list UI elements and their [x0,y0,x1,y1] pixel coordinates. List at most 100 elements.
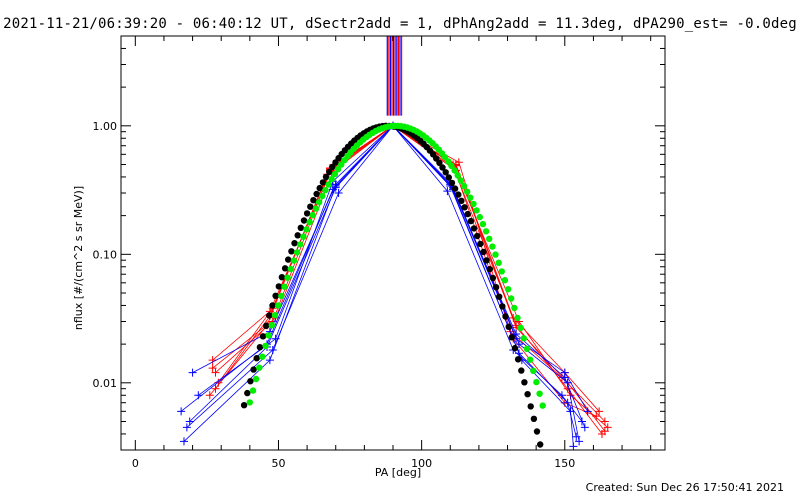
fit-point [498,268,505,275]
x-tick-label: 150 [554,457,575,470]
fit-point [483,257,490,264]
series-4 [208,121,601,421]
fit-point [539,402,546,409]
fit-point [473,207,480,214]
fit-point [247,378,254,385]
fit-point [474,232,481,240]
fit-point [307,203,314,210]
fit-point [244,389,251,397]
fit-point [319,192,326,200]
data-point [569,442,578,450]
axes: 0 50 100 150 0.01 0.10 1.00 [93,35,666,470]
x-tick-label: 0 [132,457,139,470]
fit-point [246,399,253,406]
fit-point [451,185,459,192]
fit-point [508,295,515,302]
fit-point [521,379,528,386]
series-line [215,125,600,412]
fit-point [287,265,294,273]
fit-point [263,322,270,329]
data-point [208,364,217,373]
fit-point [448,162,455,169]
fit-point [533,428,541,435]
fit-point [300,217,308,224]
data-point [188,368,197,377]
data-point [334,189,343,198]
fit-point [439,164,446,171]
fit-point [520,335,527,342]
fit-point [294,232,301,239]
fit-point [322,173,330,181]
fit-point [281,283,288,290]
fit-point [268,322,276,329]
fit-point [275,302,282,309]
fit-point [240,402,248,409]
fit-point [480,248,487,256]
series-line [212,125,597,417]
series-1 [208,121,607,438]
fit-point [467,217,475,225]
created-timestamp: Created: Sun Dec 26 17:50:41 2021 [585,481,784,494]
fit-point [511,344,519,352]
series-3 [214,121,612,432]
fit-point [524,391,531,398]
data-point [211,384,220,393]
fit-point [445,174,452,181]
data-point [211,368,220,377]
fit-point [470,225,478,232]
series-line [209,125,606,422]
fit-point [508,334,515,341]
fit-point [297,241,304,248]
fit-point [530,415,538,422]
data-point [595,407,604,416]
plot-area [177,36,612,450]
data-point [572,432,581,441]
fit-point [326,168,333,176]
series-5 [211,121,609,436]
fit-point [297,224,304,231]
data-point [575,437,584,446]
fit-point [501,277,509,284]
fit-point [259,333,267,340]
series-0 [211,121,604,416]
series-10 [194,121,589,432]
fit-point [325,181,332,188]
fit-point [265,332,272,339]
y-tick-label: 1.00 [93,120,118,133]
series-line [212,125,603,435]
fit-point [303,210,311,217]
fit-point [518,367,525,374]
x-axis-label: PA [deg] [375,466,421,479]
fit-point [505,323,512,330]
fit-point [306,218,313,226]
fit-point [464,210,471,218]
fit-point [303,226,310,233]
fit-point [461,204,468,211]
fit-point [460,182,468,190]
fit-point [479,220,487,228]
fit-point [272,292,279,299]
fit-point [290,257,298,264]
series-line [180,125,580,442]
fit-point [253,355,260,362]
fit-point [477,240,484,248]
fit-point [278,274,286,281]
data-point [563,398,572,407]
fit-point [457,177,465,184]
vertical-band [386,36,403,116]
fit-point [312,205,320,212]
fit-point [499,303,506,310]
data-point [265,356,274,365]
data-point [514,349,523,358]
fit-point [310,197,317,204]
fit-point [523,345,531,352]
data-point [177,407,186,416]
fit-point [464,188,471,195]
fit-point [322,187,329,194]
fit-point [458,197,465,204]
fit-point [514,356,522,363]
fit-point [285,256,292,263]
fit-point [329,163,336,171]
series-7 [177,121,584,446]
